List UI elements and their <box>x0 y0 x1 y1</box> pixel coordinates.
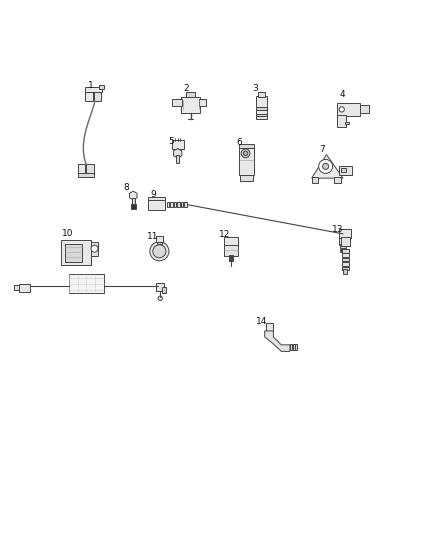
Circle shape <box>150 241 169 261</box>
Circle shape <box>244 151 248 156</box>
Bar <box>162 287 166 293</box>
Bar <box>258 92 265 97</box>
Text: 10: 10 <box>62 229 74 238</box>
Bar <box>342 266 349 270</box>
Text: 3: 3 <box>252 84 258 93</box>
Circle shape <box>322 163 328 169</box>
Bar <box>174 202 177 207</box>
Polygon shape <box>130 191 137 200</box>
Bar <box>342 249 349 253</box>
Text: 8: 8 <box>124 183 130 192</box>
Text: 12: 12 <box>219 230 230 239</box>
Bar <box>340 244 346 246</box>
Bar <box>69 274 104 293</box>
Circle shape <box>241 149 250 158</box>
Bar <box>340 249 346 250</box>
Bar <box>341 237 350 246</box>
Bar <box>256 96 267 118</box>
Bar <box>342 258 349 261</box>
Bar <box>85 87 102 92</box>
Bar <box>78 164 85 174</box>
Circle shape <box>319 159 332 173</box>
Bar <box>229 255 233 261</box>
Bar <box>157 241 162 244</box>
Bar <box>156 236 163 241</box>
Bar <box>224 237 238 246</box>
Bar <box>339 238 347 245</box>
Bar <box>148 200 165 210</box>
Bar <box>342 262 349 265</box>
Bar <box>312 177 318 183</box>
Bar <box>295 344 297 350</box>
Bar <box>148 197 165 200</box>
Bar <box>94 92 102 101</box>
Bar <box>360 106 369 114</box>
Bar <box>19 284 30 292</box>
Bar <box>156 283 164 291</box>
Bar <box>256 107 267 110</box>
Bar <box>345 122 349 124</box>
Bar <box>339 229 351 238</box>
Text: 6: 6 <box>236 138 242 147</box>
Bar <box>293 344 295 350</box>
Bar <box>339 166 352 175</box>
Bar <box>65 244 82 262</box>
Bar <box>256 114 267 116</box>
Polygon shape <box>173 149 182 158</box>
Bar <box>342 254 349 257</box>
Circle shape <box>158 296 162 301</box>
Bar <box>91 241 99 256</box>
Bar <box>14 285 19 290</box>
Bar <box>340 251 346 252</box>
Bar <box>239 144 254 148</box>
Text: 1: 1 <box>88 82 93 91</box>
Text: 13: 13 <box>332 225 343 234</box>
Bar <box>239 148 254 175</box>
Bar <box>341 168 346 173</box>
Bar <box>173 99 182 107</box>
Text: 2: 2 <box>184 84 189 93</box>
Text: 7: 7 <box>320 145 325 154</box>
Text: 9: 9 <box>151 190 157 199</box>
Bar <box>131 204 136 208</box>
Circle shape <box>153 245 166 258</box>
Bar <box>224 245 238 256</box>
Bar <box>181 202 184 207</box>
Bar <box>290 344 292 350</box>
Text: 4: 4 <box>339 90 345 99</box>
Bar <box>186 92 195 97</box>
Bar <box>78 173 94 177</box>
Bar <box>167 202 170 207</box>
Bar <box>340 246 346 248</box>
Bar <box>184 202 187 207</box>
Bar <box>336 116 346 127</box>
Text: 5: 5 <box>168 136 174 146</box>
Bar <box>61 240 91 265</box>
Bar <box>181 97 200 114</box>
Bar <box>334 177 341 183</box>
Bar <box>265 323 272 331</box>
Bar <box>170 202 173 207</box>
Circle shape <box>91 245 98 252</box>
Polygon shape <box>312 155 343 178</box>
Circle shape <box>339 107 344 112</box>
Bar <box>99 85 104 89</box>
Text: 14: 14 <box>256 317 267 326</box>
Bar <box>172 140 184 149</box>
Bar <box>176 155 180 163</box>
Bar <box>199 99 206 107</box>
Polygon shape <box>265 331 290 351</box>
Bar <box>177 202 180 207</box>
Text: 11: 11 <box>147 232 158 241</box>
Bar <box>240 175 253 181</box>
Bar <box>131 198 135 204</box>
Bar <box>343 269 347 274</box>
Bar <box>86 164 94 174</box>
Bar <box>85 92 93 101</box>
Bar <box>336 103 360 116</box>
